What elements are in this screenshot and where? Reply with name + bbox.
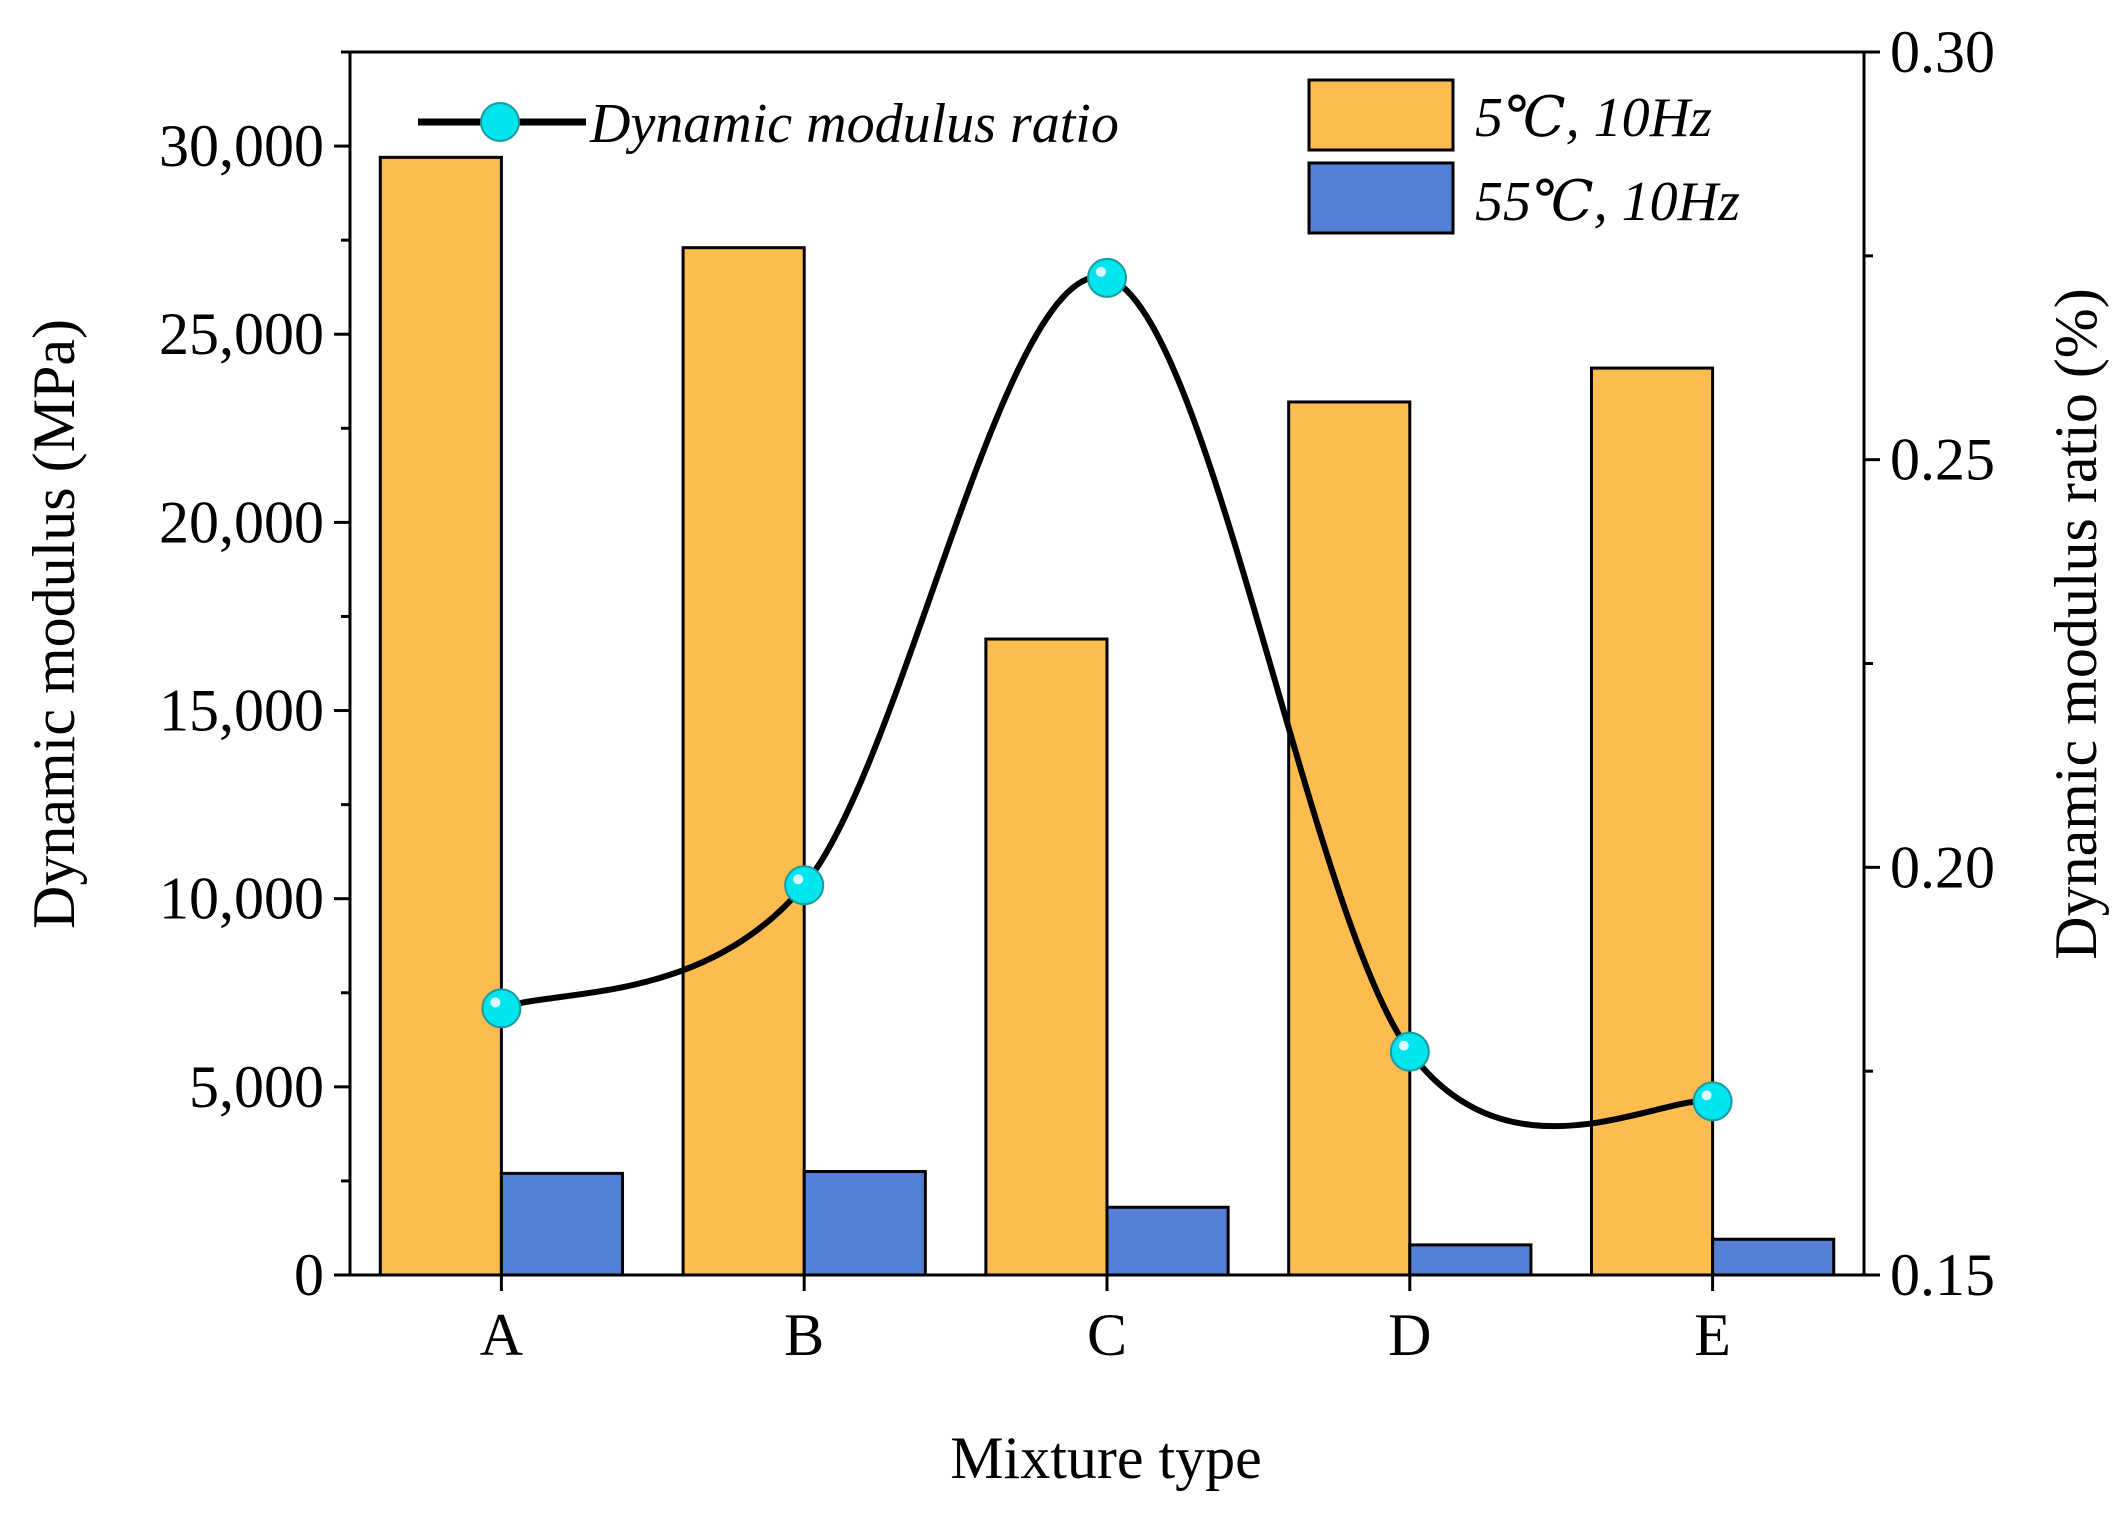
y-axis-title-left: Dynamic modulus (MPa) bbox=[21, 319, 87, 929]
left-tick-label: 10,000 bbox=[159, 866, 324, 932]
legend-swatch-5c bbox=[1307, 78, 1455, 152]
left-tick-label: 0 bbox=[294, 1242, 324, 1308]
ratio-point-highlight-e bbox=[1701, 1090, 1712, 1101]
bar-55c-b bbox=[802, 1170, 927, 1277]
x-tick-label-e: E bbox=[1694, 1302, 1731, 1368]
legend-label-5c: 5℃, 10Hz bbox=[1475, 87, 1712, 149]
right-tick-label: 0.15 bbox=[1890, 1242, 1995, 1308]
legend-label-ratio: Dynamic modulus ratio bbox=[589, 93, 1119, 155]
ratio-point-highlight-a bbox=[490, 997, 501, 1008]
bar-55c-d bbox=[1408, 1243, 1533, 1277]
ratio-point-a bbox=[481, 988, 522, 1029]
bar-5c-a bbox=[378, 155, 503, 1277]
bar-5c-d bbox=[1287, 400, 1412, 1277]
left-tick-label: 15,000 bbox=[159, 678, 324, 744]
ratio-point-c bbox=[1087, 257, 1127, 298]
left-tick-label: 20,000 bbox=[159, 489, 324, 555]
right-tick-label: 0.25 bbox=[1890, 427, 1995, 493]
ratio-line-layer bbox=[481, 257, 1733, 1130]
bars-layer bbox=[378, 155, 1836, 1277]
bar-55c-c bbox=[1105, 1205, 1230, 1277]
bar-5c-e bbox=[1589, 366, 1715, 1277]
ratio-point-highlight-c bbox=[1096, 266, 1106, 277]
x-tick-label-b: B bbox=[784, 1302, 824, 1368]
x-tick-label-c: C bbox=[1087, 1302, 1127, 1368]
bar-55c-e bbox=[1711, 1237, 1836, 1277]
ratio-point-highlight-b bbox=[793, 874, 804, 885]
legend-marker-swatch bbox=[480, 102, 520, 142]
bar-5c-c bbox=[984, 637, 1109, 1277]
ratio-point-b bbox=[784, 865, 825, 906]
ratio-point-e bbox=[1692, 1081, 1733, 1122]
ratio-point-d bbox=[1389, 1031, 1430, 1072]
bar-55c-a bbox=[499, 1171, 625, 1277]
ratio-point-highlight-d bbox=[1398, 1040, 1409, 1051]
left-tick-label: 25,000 bbox=[159, 301, 324, 367]
x-axis-title: Mixture type bbox=[950, 1425, 1262, 1491]
y-axis-title-right: Dynamic modulus ratio (%) bbox=[2043, 288, 2109, 960]
x-tick-label-a: A bbox=[480, 1302, 523, 1368]
left-tick-label: 30,000 bbox=[159, 113, 324, 179]
left-tick-label: 5,000 bbox=[189, 1054, 324, 1120]
legend: Dynamic modulus ratio 5℃, 10Hz 55℃, 10Hz bbox=[418, 78, 1740, 235]
legend-label-55c: 55℃, 10Hz bbox=[1475, 171, 1740, 233]
right-tick-label: 0.30 bbox=[1890, 19, 1995, 85]
axes-layer: 0 5,000 10,000 15,000 20,000 25,000 30,000 0.15… bbox=[159, 19, 1995, 1368]
bar-5c-b bbox=[681, 246, 806, 1277]
legend-swatch-55c bbox=[1307, 161, 1455, 235]
right-tick-label: 0.20 bbox=[1890, 834, 1995, 900]
x-tick-label-d: D bbox=[1388, 1302, 1431, 1368]
